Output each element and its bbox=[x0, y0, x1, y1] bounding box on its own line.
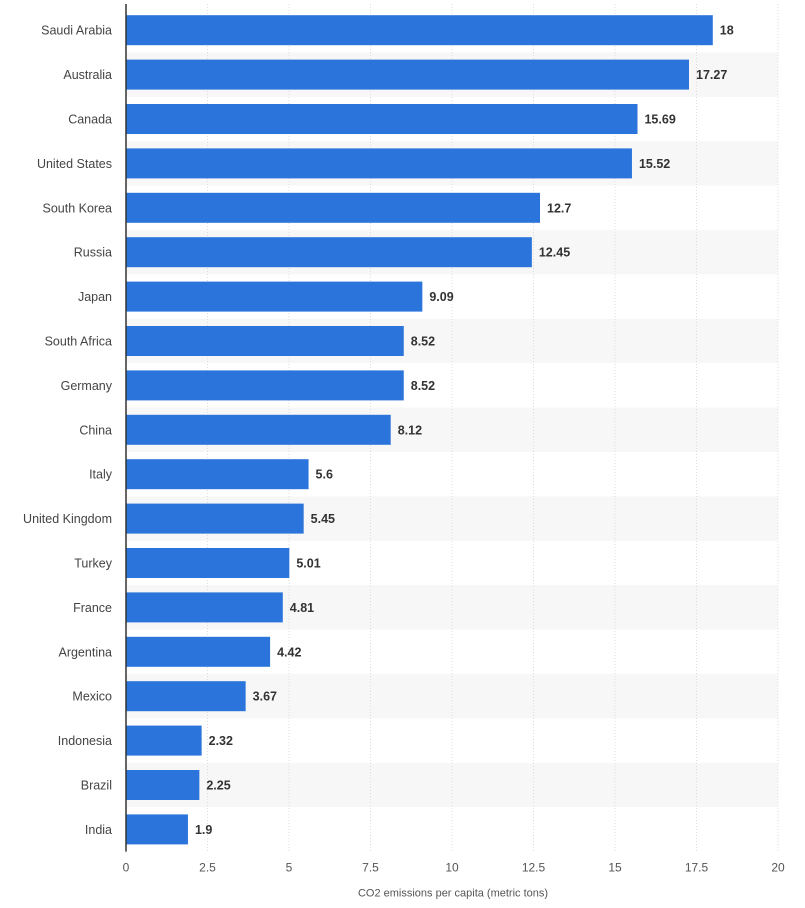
x-tick-labels: 0 2.5 5 7.5 10 12.5 15 17.5 20 bbox=[123, 861, 785, 875]
value-label: 18 bbox=[720, 24, 734, 38]
value-label: 5.45 bbox=[311, 512, 335, 526]
category-label: Canada bbox=[68, 113, 112, 127]
bar bbox=[126, 503, 304, 534]
tick-label: 15 bbox=[608, 861, 622, 875]
bar bbox=[126, 15, 713, 46]
value-label: 12.7 bbox=[547, 201, 571, 215]
tick-label: 10 bbox=[445, 861, 459, 875]
bar bbox=[126, 148, 632, 179]
value-labels: 18 17.27 15.69 15.52 12.7 12.45 9.09 8.52 8.52 8.… bbox=[195, 24, 734, 837]
category-label: Turkey bbox=[74, 557, 112, 571]
bar bbox=[126, 548, 290, 578]
value-label: 9.09 bbox=[429, 290, 453, 304]
bar bbox=[126, 725, 202, 756]
value-label: 4.42 bbox=[277, 645, 301, 659]
category-label: United Kingdom bbox=[23, 512, 112, 526]
value-label: 4.81 bbox=[290, 601, 314, 615]
category-label: Brazil bbox=[81, 779, 112, 793]
value-label: 5.01 bbox=[296, 557, 320, 571]
value-label: 8.52 bbox=[411, 335, 435, 349]
bar bbox=[126, 814, 188, 845]
category-label: Italy bbox=[89, 468, 113, 482]
category-label: Mexico bbox=[72, 690, 112, 704]
value-label: 3.67 bbox=[253, 690, 277, 704]
value-label: 8.52 bbox=[411, 379, 435, 393]
bar bbox=[126, 770, 200, 800]
bar bbox=[126, 370, 404, 401]
bar bbox=[126, 592, 283, 623]
category-label: Argentina bbox=[58, 645, 112, 659]
bar bbox=[126, 59, 690, 90]
category-label: France bbox=[73, 601, 112, 615]
category-label: Saudi Arabia bbox=[41, 24, 112, 38]
value-label: 5.6 bbox=[316, 468, 333, 482]
value-label: 12.45 bbox=[539, 246, 570, 260]
bar bbox=[126, 414, 391, 445]
tick-label: 7.5 bbox=[362, 861, 379, 875]
value-label: 1.9 bbox=[195, 823, 212, 837]
value-label: 2.32 bbox=[209, 734, 233, 748]
bar bbox=[126, 104, 638, 134]
category-label: Japan bbox=[78, 290, 112, 304]
bar bbox=[126, 237, 532, 268]
category-label: China bbox=[79, 423, 112, 437]
tick-label: 0 bbox=[123, 861, 130, 875]
bar bbox=[126, 326, 404, 356]
value-label: 17.27 bbox=[696, 68, 727, 82]
bar bbox=[126, 681, 246, 712]
category-label: Australia bbox=[63, 68, 112, 82]
value-label: 8.12 bbox=[398, 423, 422, 437]
category-label: Indonesia bbox=[58, 734, 112, 748]
tick-label: 5 bbox=[286, 861, 293, 875]
tick-label: 17.5 bbox=[685, 861, 709, 875]
category-label: United States bbox=[37, 157, 112, 171]
value-label: 2.25 bbox=[206, 779, 230, 793]
x-axis-title: CO2 emissions per capita (metric tons) bbox=[358, 888, 548, 900]
bar bbox=[126, 459, 309, 490]
bar bbox=[126, 636, 271, 667]
tick-label: 20 bbox=[771, 861, 785, 875]
category-label: India bbox=[85, 823, 112, 837]
bar bbox=[126, 192, 541, 223]
value-label: 15.69 bbox=[644, 113, 675, 127]
category-label: South Korea bbox=[43, 201, 113, 215]
value-label: 15.52 bbox=[639, 157, 670, 171]
category-label: Russia bbox=[74, 246, 112, 260]
category-label: Germany bbox=[61, 379, 113, 393]
bars bbox=[126, 15, 713, 845]
tick-label: 2.5 bbox=[199, 861, 216, 875]
bar bbox=[126, 281, 423, 312]
tick-label: 12.5 bbox=[522, 861, 546, 875]
category-label: South Africa bbox=[45, 335, 112, 349]
category-labels: Saudi Arabia Australia Canada United States… bbox=[23, 24, 113, 837]
